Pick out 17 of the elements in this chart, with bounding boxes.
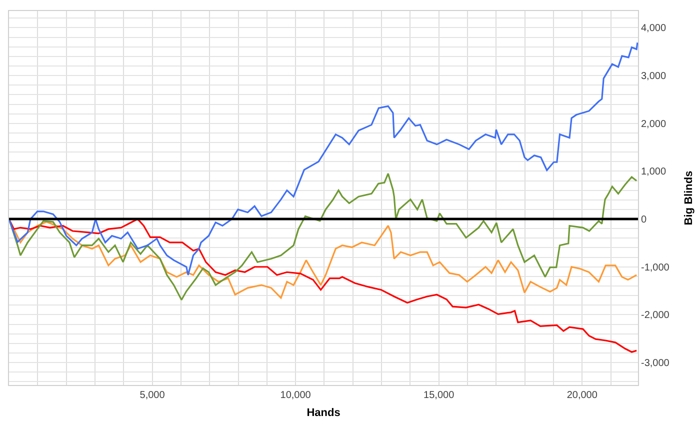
y-tick-label: 0 xyxy=(641,214,647,226)
y-tick-label: -3,000 xyxy=(641,358,670,370)
y-tick-label: 4,000 xyxy=(641,23,666,34)
x-tick-label: 10,000 xyxy=(280,390,312,401)
x-tick-label: 20,000 xyxy=(566,390,598,401)
line-series xyxy=(9,218,638,353)
x-tick-label: 15,000 xyxy=(424,390,455,401)
line-series xyxy=(9,42,638,276)
y-tick-label: 2,000 xyxy=(641,118,666,130)
line-series xyxy=(9,172,638,301)
x-axis-title: Hands xyxy=(306,407,340,420)
y-axis-title: Big Blinds xyxy=(682,170,695,226)
y-tick-label: 1,000 xyxy=(641,166,666,178)
x-tick-label: 5,000 xyxy=(140,390,166,401)
y-tick-label: -2,000 xyxy=(641,310,670,322)
y-tick-label: 3,000 xyxy=(641,71,666,82)
y-tick-label: -1,000 xyxy=(641,262,670,274)
